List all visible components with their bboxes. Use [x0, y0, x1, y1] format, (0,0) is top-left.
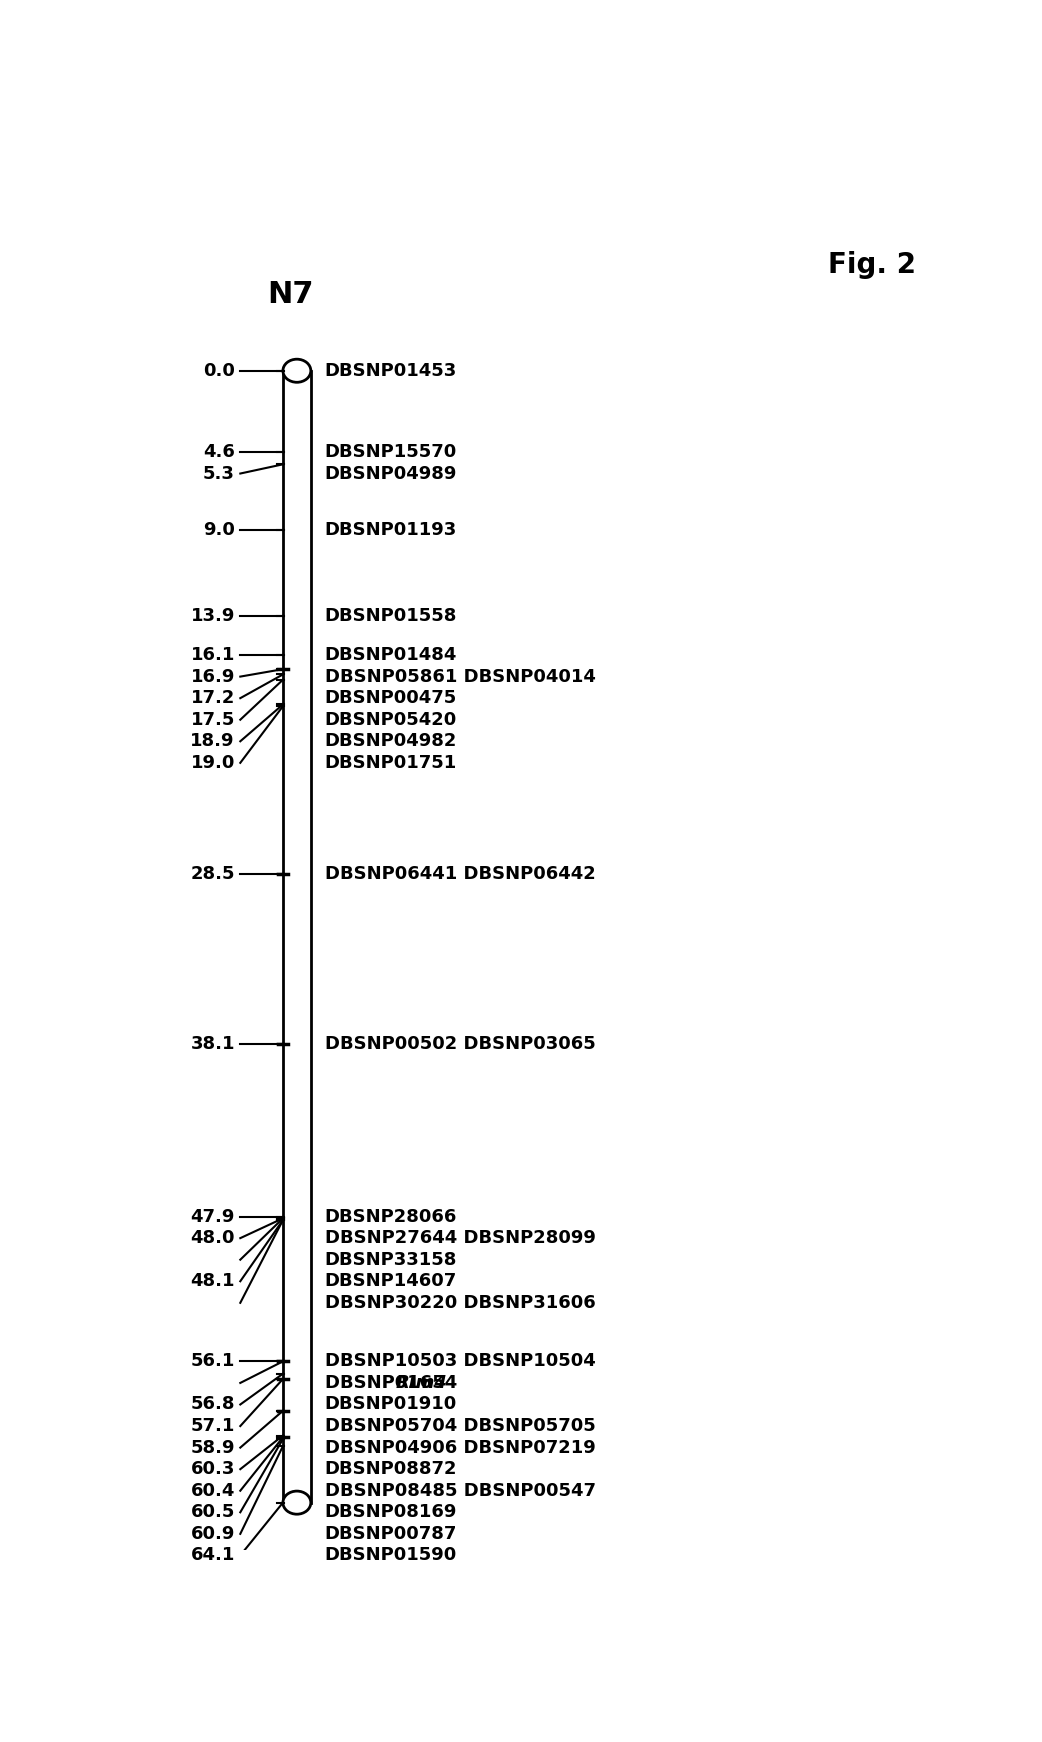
Text: DBSNP08169: DBSNP08169 [325, 1503, 457, 1521]
Text: DBSNP00475: DBSNP00475 [325, 690, 457, 707]
Text: DBSNP04982: DBSNP04982 [325, 732, 457, 751]
Text: Fig. 2: Fig. 2 [827, 251, 916, 279]
Text: DBSNP05861 DBSNP04014: DBSNP05861 DBSNP04014 [325, 667, 596, 686]
Text: 16.1: 16.1 [191, 646, 234, 664]
Text: DBSNP04989: DBSNP04989 [325, 465, 457, 483]
Text: 48.0: 48.0 [191, 1230, 234, 1247]
Text: 0.0: 0.0 [203, 362, 234, 380]
Text: DBSNP00787: DBSNP00787 [325, 1524, 457, 1543]
Ellipse shape [283, 359, 311, 381]
Text: 9.0: 9.0 [203, 521, 234, 538]
Text: DBSNP00502 DBSNP03065: DBSNP00502 DBSNP03065 [325, 1035, 596, 1052]
Text: 28.5: 28.5 [191, 866, 234, 883]
Text: DBSNP27644 DBSNP28099: DBSNP27644 DBSNP28099 [325, 1230, 596, 1247]
Text: DBSNP05704 DBSNP05705: DBSNP05704 DBSNP05705 [325, 1416, 596, 1435]
Text: N7: N7 [268, 280, 314, 308]
Text: 16.9: 16.9 [191, 667, 234, 686]
Text: 18.9: 18.9 [191, 732, 234, 751]
Text: DBSNP01910: DBSNP01910 [325, 1395, 457, 1413]
Text: DBSNP15570: DBSNP15570 [325, 442, 457, 462]
Text: DBSNP10503 DBSNP10504: DBSNP10503 DBSNP10504 [325, 1352, 596, 1371]
Text: 17.5: 17.5 [191, 711, 234, 728]
Text: DBSNP01193: DBSNP01193 [325, 521, 457, 538]
Bar [283, 371, 311, 1503]
Text: DBSNP01484: DBSNP01484 [325, 646, 457, 664]
Text: DBSNP08485 DBSNP00547: DBSNP08485 DBSNP00547 [325, 1482, 596, 1500]
Text: 60.4: 60.4 [191, 1482, 234, 1500]
Text: 60.3: 60.3 [191, 1460, 234, 1479]
Text: DBSNP01654: DBSNP01654 [325, 1374, 464, 1392]
Text: 19.0: 19.0 [191, 754, 234, 772]
Text: DBSNP06441 DBSNP06442: DBSNP06441 DBSNP06442 [325, 866, 596, 883]
Text: 4.6: 4.6 [203, 442, 234, 462]
Text: RIm4: RIm4 [395, 1374, 447, 1392]
Text: 13.9: 13.9 [191, 608, 234, 625]
Text: DBSNP01590: DBSNP01590 [325, 1547, 457, 1564]
Text: 38.1: 38.1 [191, 1035, 234, 1052]
Text: DBSNP05420: DBSNP05420 [325, 711, 457, 728]
Text: DBSNP08872: DBSNP08872 [325, 1460, 457, 1479]
Text: 58.9: 58.9 [191, 1439, 234, 1456]
Text: 56.1: 56.1 [191, 1352, 234, 1371]
Text: 64.1: 64.1 [191, 1547, 234, 1564]
Text: DBSNP01558: DBSNP01558 [325, 608, 457, 625]
Text: 48.1: 48.1 [191, 1272, 234, 1291]
Text: DBSNP33158: DBSNP33158 [325, 1251, 457, 1268]
Text: DBSNP14607: DBSNP14607 [325, 1272, 457, 1291]
Text: 17.2: 17.2 [191, 690, 234, 707]
Text: DBSNP01453: DBSNP01453 [325, 362, 457, 380]
Text: DBSNP30220 DBSNP31606: DBSNP30220 DBSNP31606 [325, 1294, 596, 1312]
Text: 60.5: 60.5 [191, 1503, 234, 1521]
Text: 60.9: 60.9 [191, 1524, 234, 1543]
Text: DBSNP01751: DBSNP01751 [325, 754, 457, 772]
Text: 57.1: 57.1 [191, 1416, 234, 1435]
Text: DBSNP04906 DBSNP07219: DBSNP04906 DBSNP07219 [325, 1439, 596, 1456]
Text: 56.8: 56.8 [191, 1395, 234, 1413]
Text: 47.9: 47.9 [191, 1207, 234, 1226]
Text: 5.3: 5.3 [203, 465, 234, 483]
Text: DBSNP28066: DBSNP28066 [325, 1207, 457, 1226]
Ellipse shape [283, 1491, 311, 1514]
